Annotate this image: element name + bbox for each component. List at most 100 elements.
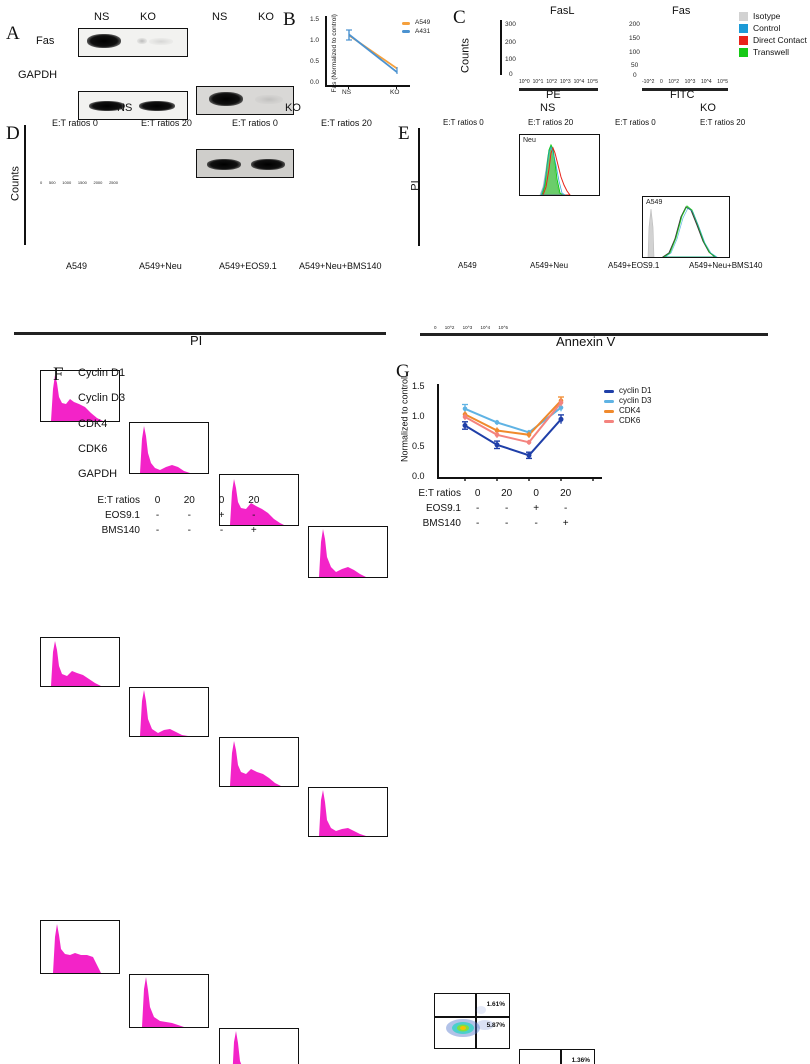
panel-d-r1c1-title: E:T ratios 0 xyxy=(52,118,98,128)
panel-b-y-axis xyxy=(325,16,327,86)
panel-d-histogram-r1c2[interactable] xyxy=(129,422,209,474)
panel-c-plot1-xtick-1: 10^1 xyxy=(532,79,544,85)
panel-d-r1c1-xticks: 0 500 1000 1500 2000 2500 xyxy=(40,181,118,185)
panel-g-legend-item-cdk6: CDK6 xyxy=(604,417,651,425)
panel-c-legend: Isotype Control Direct Contact Transwell xyxy=(739,11,807,59)
panel-a-blot-fas-right xyxy=(196,86,294,115)
panel-f-cond-et-v3: 20 xyxy=(248,495,260,506)
figure-canvas: A NS KO NS KO Fas GAPDH B Fas (Normalize… xyxy=(6,5,807,1064)
panel-c-plot2-ytick-4: 200 xyxy=(629,21,640,28)
panel-e-letter: E xyxy=(398,123,410,144)
panel-f-cond-eos-v3: - xyxy=(252,510,256,521)
panel-g-cond-et-v2: 0 xyxy=(533,488,539,499)
panel-d-histogram-r1c4[interactable] xyxy=(308,526,388,578)
panel-e-r1c2-upper-right-pct: 1.36% xyxy=(571,1057,590,1064)
panel-a-blot-fas-left xyxy=(78,28,188,57)
panel-g-cond-eos-v2: + xyxy=(533,503,540,514)
panel-b-legend-label-a431: A431 xyxy=(415,27,431,35)
panel-d-histogram-r1c1[interactable] xyxy=(40,370,120,422)
panel-g-legend-item-cyclin-d3: cyclin D3 xyxy=(604,397,651,405)
panel-f-cond-eos-v0: - xyxy=(155,510,160,521)
panel-f-row-label-cyclin-d3: Cyclin D3 xyxy=(78,392,126,404)
panel-c-plot1-ytick-0: 0 xyxy=(509,71,513,78)
panel-c-legend-item-isotype: Isotype xyxy=(739,11,807,21)
panel-g-legend-item-cyclin-d1: cyclin D1 xyxy=(604,387,651,395)
panel-g-legend-label-cyclin-d1: cyclin D1 xyxy=(619,386,652,395)
panel-b-legend-item-a431: A431 xyxy=(402,27,431,36)
panel-d-r1c4-title: E:T ratios 20 xyxy=(321,118,372,128)
panel-e-r3c4-title: A549+Neu+BMS140 xyxy=(689,261,763,270)
panel-d-xtick-2: 1000 xyxy=(62,180,72,185)
panel-e-scatter-r1c2[interactable]: 1.36% 3.43% xyxy=(519,1049,595,1064)
panel-g-ytick-1: 0.5 xyxy=(412,441,425,451)
panel-g-cond-et-v3: 20 xyxy=(560,488,572,499)
panel-g-ytick-0: 0.0 xyxy=(412,471,425,481)
panel-g-cond-bms-v3: + xyxy=(562,518,569,529)
panel-f-row-label-cdk4: CDK4 xyxy=(78,418,108,430)
panel-a-row-label-fas: Fas xyxy=(36,35,55,47)
panel-c-legend-swatch-control xyxy=(739,23,748,33)
panel-c-plot1-xtick-3: 10^3 xyxy=(559,79,571,85)
panel-a-letter: A xyxy=(6,23,20,44)
panel-d-histogram-r3c1[interactable] xyxy=(40,920,120,974)
panel-g-legend-swatch-cdk6 xyxy=(604,419,614,423)
panel-b-letter: B xyxy=(283,9,296,30)
panel-d-histogram-r3c3[interactable] xyxy=(219,1028,299,1064)
panel-c-legend-item-control: Control xyxy=(739,23,807,33)
panel-d-left-rule xyxy=(24,125,26,245)
panel-e-xtick-1: 10^2 xyxy=(444,325,455,330)
panel-c-plot2-xtick-2: 10^2 xyxy=(668,79,680,85)
panel-c-legend-item-direct-contact: Direct Contact xyxy=(739,35,807,45)
panel-c-plot2-ytick-0: 0 xyxy=(633,72,637,79)
panel-d-x-axis-rule xyxy=(14,332,386,335)
panel-c-plot2-inset-label: A549 xyxy=(646,199,663,206)
panel-c-plot1-inset-label: Neu xyxy=(523,137,536,144)
panel-d-histogram-r1c3[interactable] xyxy=(219,474,299,526)
panel-c-legend-swatch-direct-contact xyxy=(739,35,748,45)
panel-f-row-label-cdk6: CDK6 xyxy=(78,443,108,455)
panel-g-legend-label-cdk4: CDK4 xyxy=(619,406,641,415)
panel-e-xtick-2: 10^3 xyxy=(462,325,473,330)
panel-e-x-axis-rule xyxy=(420,333,768,336)
panel-g-y-axis-label: Normalized to control xyxy=(399,376,410,463)
panel-a-lane-label-ko-right: KO xyxy=(258,11,274,23)
panel-b-ytick-1: 0.5 xyxy=(310,58,320,65)
panel-d-r3c1-title: A549 xyxy=(66,261,88,271)
panel-c-plot1-ytick-3: 300 xyxy=(505,21,516,28)
panel-c-plot1-xtick-2: 10^2 xyxy=(546,79,558,85)
panel-f-cond-row-et: E:T ratios 0 20 0 20 xyxy=(60,493,275,508)
panel-g-legend-swatch-cdk4 xyxy=(604,409,614,413)
panel-d-xtick-5: 2500 xyxy=(109,180,118,185)
panel-g-legend: cyclin D1 cyclin D3 CDK4 CDK6 xyxy=(604,387,651,427)
panel-c-plot-fasl[interactable]: Neu xyxy=(519,134,600,196)
panel-c-legend-label-transwell: Transwell xyxy=(753,47,790,57)
panel-g-cond-bms-v0: - xyxy=(475,518,480,529)
panel-e-scatter-r1c1[interactable]: 1.61% 5.87% xyxy=(434,993,510,1049)
panel-e-group-header-ko: KO xyxy=(700,102,716,114)
panel-g-plot-lines xyxy=(462,396,594,481)
panel-c-legend-label-direct-contact: Direct Contact xyxy=(753,35,807,45)
panel-g-cond-bms-v2: - xyxy=(534,518,538,529)
panel-b-ytick-3: 1.5 xyxy=(310,16,320,23)
panel-c-y-axis-label: Counts xyxy=(459,38,472,73)
panel-d-xtick-0: 0 xyxy=(40,180,43,185)
panel-d-r3c3-title: A549+EOS9.1 xyxy=(219,261,277,271)
panel-b-xtick-mark-0 xyxy=(348,86,350,89)
panel-b-legend-item-a549: A549 xyxy=(402,19,430,27)
panel-g-legend-swatch-cyclin-d3 xyxy=(604,399,614,403)
panel-d-r3c2-title: A549+Neu xyxy=(139,261,182,271)
panel-c-plot2-histograms xyxy=(647,205,718,257)
panel-d-histogram-r2c3[interactable] xyxy=(219,737,299,787)
panel-e-r1c2-title: E:T ratios 20 xyxy=(528,118,574,127)
panel-d-histogram-r2c2[interactable] xyxy=(129,687,209,737)
panel-c-plot-fas[interactable]: A549 xyxy=(642,196,730,258)
panel-d-histogram-r2c4[interactable] xyxy=(308,787,388,837)
panel-c-plot1-title: FasL xyxy=(550,5,575,17)
panel-g-cond-et-v1: 20 xyxy=(501,488,513,499)
panel-g-ytick-2: 1.0 xyxy=(412,411,425,421)
panel-e-xtick-0: 0 xyxy=(434,325,437,330)
panel-b-legend-swatch-a549 xyxy=(402,21,410,25)
panel-d-histogram-r2c1[interactable] xyxy=(40,637,120,687)
panel-f-cond-et-v0: 0 xyxy=(154,495,161,506)
panel-d-histogram-r3c2[interactable] xyxy=(129,974,209,1028)
